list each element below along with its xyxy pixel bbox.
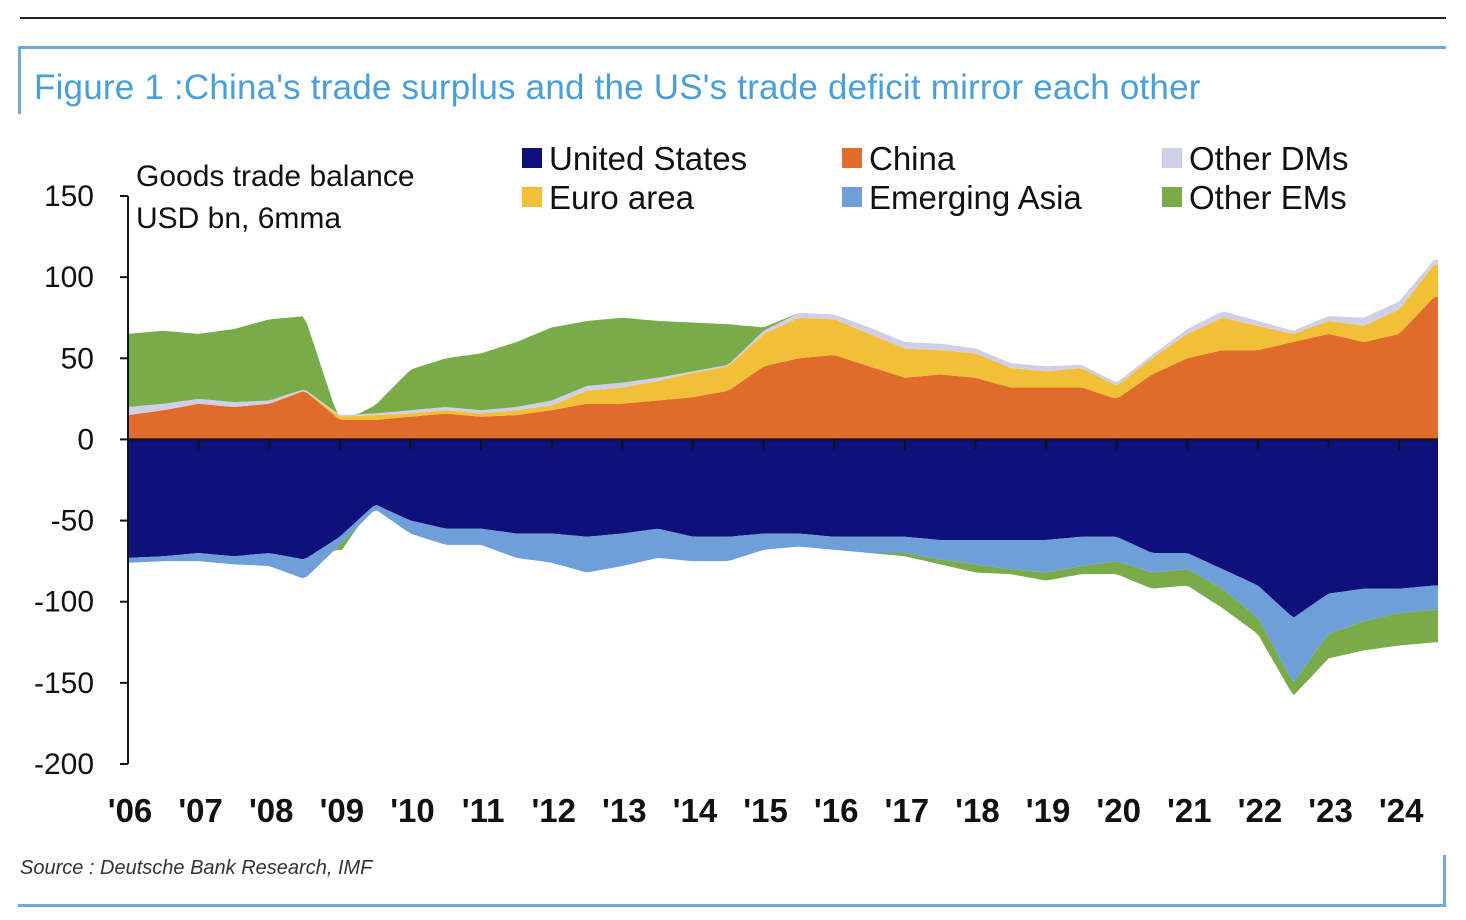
y-tick-label: -100 <box>34 586 94 619</box>
legend-swatch-china <box>842 148 862 168</box>
y-tick-label: 50 <box>61 342 94 375</box>
y-tick-label: -50 <box>51 505 94 538</box>
series-area-negative-united-states <box>128 439 1438 618</box>
series-area-positive-euro-area <box>128 264 1438 420</box>
labels-layer: Goods trade balance USD bn, 6mma <box>136 160 415 235</box>
legend-swatch-emerging-asia <box>842 187 862 207</box>
frame-top-border <box>18 46 1446 49</box>
legend-swatch-euro-area <box>522 187 542 207</box>
x-tick-label: '19 <box>1026 792 1071 829</box>
source-note: Source : Deutsche Bank Research, IMF <box>20 857 373 879</box>
legend-swatch-other-ems <box>1162 187 1182 207</box>
x-tick-label: '22 <box>1238 792 1283 829</box>
series-area-positive-china <box>128 296 1438 440</box>
y-tick-label: 150 <box>44 180 94 213</box>
frame-right-border <box>1443 855 1446 907</box>
series-area-negative-emerging-asia <box>128 505 1438 682</box>
x-tick-label: '14 <box>673 792 718 829</box>
x-tick-label: '07 <box>178 792 223 829</box>
y-axis-label-line1: Goods trade balance <box>136 160 415 193</box>
legend-label-other-dms: Other DMs <box>1189 140 1349 177</box>
x-tick-label: '23 <box>1308 792 1353 829</box>
x-tick-label: '10 <box>390 792 435 829</box>
legend-label-united-states: United States <box>549 140 747 177</box>
top-rule <box>20 17 1446 19</box>
x-tick-label: '06 <box>108 792 153 829</box>
x-tick-label: '20 <box>1096 792 1141 829</box>
y-tick-label: -200 <box>34 748 94 781</box>
x-tick-label: '11 <box>462 792 505 829</box>
legend-swatch-other-dms <box>1162 148 1182 168</box>
legend-label-other-ems: Other EMs <box>1189 179 1347 216</box>
legend-swatch-united-states <box>522 148 542 168</box>
y-tick-label: -150 <box>34 667 94 700</box>
y-tick-label: 100 <box>44 261 94 294</box>
legend: United States China Other DMs Euro area Emer… <box>522 140 1349 216</box>
axes-layer: 150 100 50 0 -50 -100 -150 -200 '06 '07 '08 '09 '10 '… <box>34 180 1438 829</box>
x-tick-label: '21 <box>1167 792 1212 829</box>
x-tick-label: '18 <box>955 792 1000 829</box>
series-area-positive-other-dms <box>128 259 1438 417</box>
legend-label-emerging-asia: Emerging Asia <box>869 179 1082 216</box>
bars-layer <box>128 259 1438 696</box>
x-tick-label: '12 <box>531 792 576 829</box>
x-tick-label: '08 <box>249 792 294 829</box>
series-area-positive-other-ems <box>128 259 1438 415</box>
x-tick-label: '15 <box>743 792 788 829</box>
x-tick-label: '17 <box>885 792 930 829</box>
y-axis-label-line2: USD bn, 6mma <box>136 202 341 235</box>
x-tick-label: '09 <box>320 792 365 829</box>
frame-left-border <box>18 46 21 114</box>
legend-label-euro-area: Euro area <box>549 179 695 216</box>
figure-title: Figure 1 :China's trade surplus and the … <box>34 68 1201 107</box>
series-area-negative-other-ems <box>128 510 1438 696</box>
x-tick-label: '24 <box>1379 792 1424 829</box>
frame-bottom-border <box>18 904 1446 907</box>
x-tick-label: '13 <box>602 792 647 829</box>
x-tick-label: '16 <box>814 792 859 829</box>
legend-label-china: China <box>869 140 956 177</box>
y-tick-label: 0 <box>77 423 94 456</box>
